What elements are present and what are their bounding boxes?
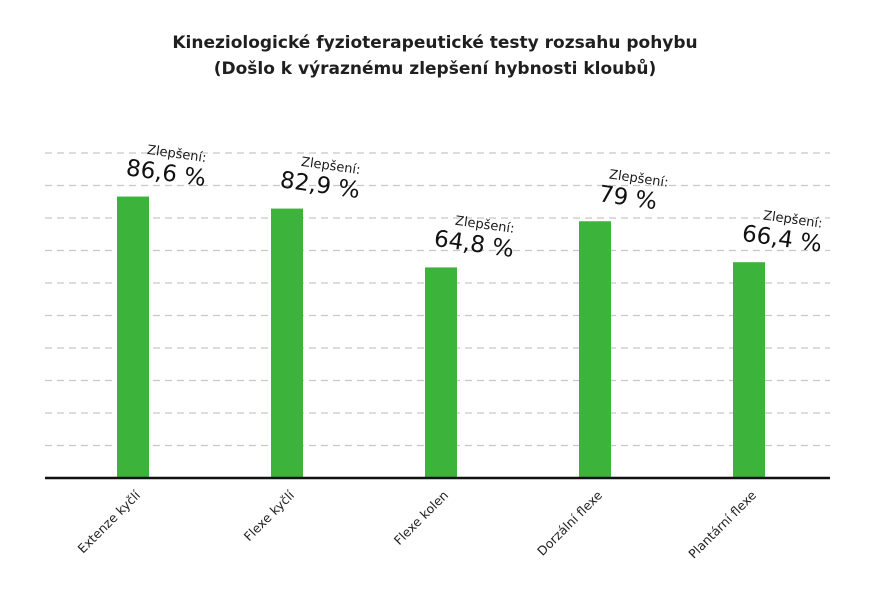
bar [579,221,611,478]
data-label: Zlepšení:64,8 % [432,214,515,263]
gridlines [45,152,830,447]
data-label: Zlepšení:82,9 % [278,155,361,204]
bar [271,208,303,478]
data-label: Zlepšení:66,4 % [740,208,823,257]
x-tick-label: Flexe kyčlí [241,487,298,544]
x-tick-label: Flexe kolen [391,488,451,548]
x-tick-label: Extenze kyčlí [74,487,143,556]
chart-title-block: Kineziologické fyzioterapeutické testy r… [0,30,870,82]
data-label: Zlepšení:86,6 % [124,143,207,192]
chart-subtitle: (Došlo k výraznému zlepšení hybnosti klo… [213,59,657,79]
data-label: Zlepšení:79 % [597,168,669,216]
chart-title: Kineziologické fyzioterapeutické testy r… [172,33,698,53]
x-tick-label: Dorzální flexe [534,487,605,558]
bar [117,196,149,479]
bar [733,262,765,478]
bar [425,267,457,478]
data-labels: Zlepšení:86,6 % Zlepšení:82,9 % Zlepšení:6… [124,143,823,263]
x-tick-label: Plantární flexe [685,487,759,561]
bars [117,196,765,479]
x-tick-labels: Extenze kyčlí Flexe kyčlí Flexe kolen Dorzá… [74,487,759,561]
